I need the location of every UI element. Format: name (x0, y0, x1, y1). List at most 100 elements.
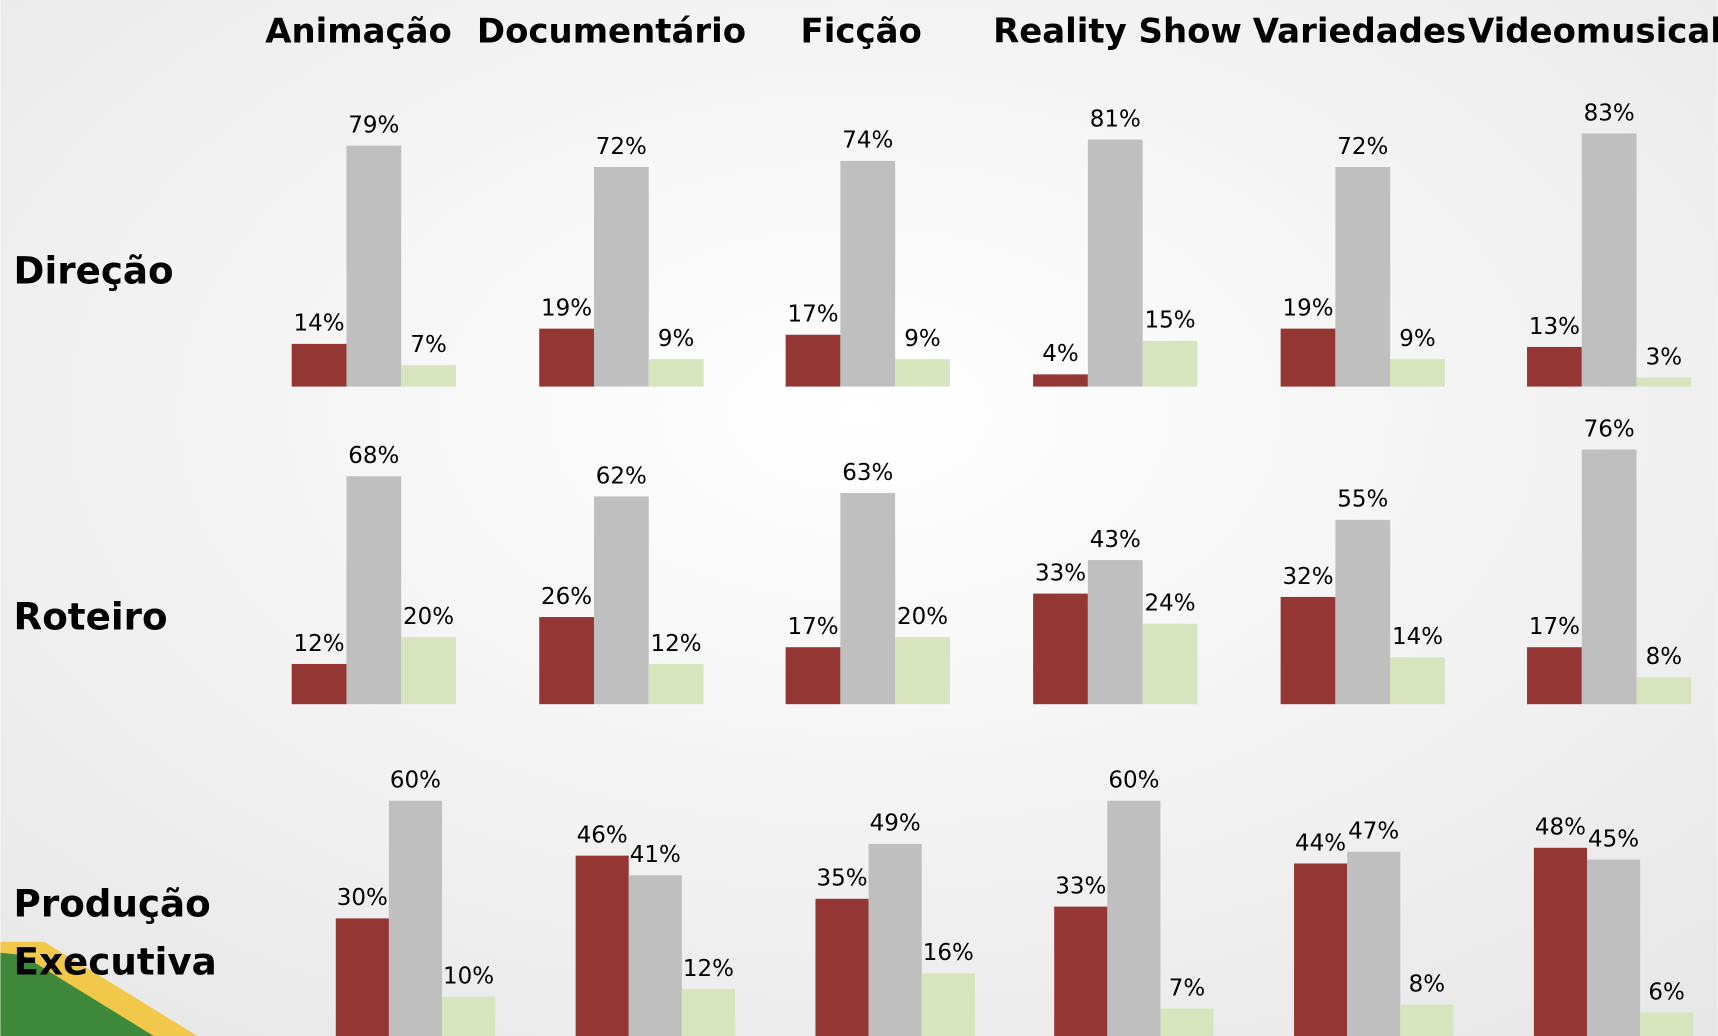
bar (336, 918, 389, 1036)
value-label: 17% (787, 614, 838, 640)
value-label: 14% (1392, 624, 1443, 650)
row-label: Direção (14, 243, 206, 301)
value-label: 9% (904, 326, 940, 352)
value-label: 6% (1648, 979, 1684, 1005)
bar (840, 493, 895, 704)
bar (1390, 657, 1445, 704)
bar (576, 856, 629, 1036)
bar (292, 664, 347, 704)
column-title: Animação (265, 12, 452, 52)
value-label: 4% (1042, 341, 1078, 367)
bar (1534, 848, 1587, 1036)
bar (442, 997, 495, 1036)
column-title: Reality Show (993, 12, 1242, 52)
bar (1400, 1005, 1453, 1036)
chart-grid: Animação Documentário Ficção Reality Show Va… (0, 0, 1718, 1036)
value-label: 9% (658, 326, 694, 352)
bar (649, 359, 704, 386)
value-label: 72% (1337, 134, 1388, 160)
bar (401, 637, 456, 704)
bar (401, 365, 456, 386)
value-label: 55% (1337, 487, 1388, 513)
bar (786, 335, 841, 387)
value-label: 49% (870, 811, 921, 837)
bar (346, 476, 401, 704)
value-label: 16% (923, 940, 974, 966)
bar (1054, 907, 1107, 1036)
row-label-box: Direção (14, 243, 222, 374)
value-label: 20% (403, 604, 454, 630)
column-title: Variedades (1253, 12, 1466, 52)
bar (594, 167, 649, 387)
bar (1088, 560, 1143, 704)
value-label: 8% (1409, 971, 1445, 997)
value-label: 12% (651, 631, 702, 657)
bar (1582, 133, 1637, 386)
value-label: 63% (842, 460, 893, 486)
bar (629, 875, 682, 1036)
value-label: 43% (1090, 527, 1141, 553)
bar (1347, 852, 1400, 1036)
bar (922, 973, 975, 1036)
value-label: 33% (1055, 873, 1106, 899)
column-title: Documentário (477, 12, 746, 52)
value-label: 3% (1646, 344, 1682, 370)
value-label: 83% (1584, 100, 1635, 126)
value-label: 62% (596, 463, 647, 489)
value-label: 19% (541, 295, 592, 321)
value-label: 15% (1144, 308, 1195, 334)
bar (1527, 347, 1582, 387)
row-label-box: Roteiro (14, 589, 222, 720)
value-label: 9% (1399, 326, 1435, 352)
value-label: 17% (787, 302, 838, 328)
value-label: 72% (596, 134, 647, 160)
value-label: 45% (1588, 826, 1639, 852)
bar (1033, 374, 1088, 386)
value-label: 44% (1295, 830, 1346, 856)
value-label: 79% (348, 112, 399, 138)
value-label: 48% (1535, 815, 1586, 841)
value-label: 12% (683, 956, 734, 982)
bar (1587, 860, 1640, 1036)
bar (1088, 140, 1143, 387)
value-label: 7% (410, 332, 446, 358)
bar (815, 899, 868, 1036)
bar (895, 637, 950, 704)
value-label: 8% (1646, 644, 1682, 670)
value-label: 12% (294, 631, 345, 657)
bar (346, 146, 401, 387)
bar (1335, 520, 1390, 704)
bar (389, 801, 442, 1036)
bar (1143, 341, 1198, 387)
value-label: 35% (816, 866, 867, 892)
bar (1033, 594, 1088, 705)
bar (1107, 801, 1160, 1036)
bar (1160, 1009, 1213, 1036)
value-label: 32% (1282, 564, 1333, 590)
bar (1281, 329, 1336, 387)
value-label: 47% (1348, 819, 1399, 845)
value-label: 74% (842, 128, 893, 154)
bar (895, 359, 950, 386)
column-title: Ficção (801, 12, 922, 52)
value-label: 10% (443, 964, 494, 990)
value-label: 26% (541, 584, 592, 610)
bar (1294, 863, 1347, 1036)
bar (682, 989, 735, 1036)
bar (840, 161, 895, 387)
bar (1637, 377, 1692, 386)
value-label: 46% (577, 823, 628, 849)
bar (649, 664, 704, 704)
bar (1281, 597, 1336, 704)
value-label: 68% (348, 443, 399, 469)
bar (1640, 1012, 1693, 1036)
value-label: 30% (337, 885, 388, 911)
value-label: 60% (1108, 768, 1159, 794)
value-label: 7% (1169, 975, 1205, 1001)
bar (539, 617, 594, 704)
value-label: 17% (1529, 614, 1580, 640)
bar (1637, 677, 1692, 704)
value-label: 14% (294, 311, 345, 337)
bar (292, 344, 347, 387)
row-label-box: Produção Executiva (14, 876, 222, 1007)
